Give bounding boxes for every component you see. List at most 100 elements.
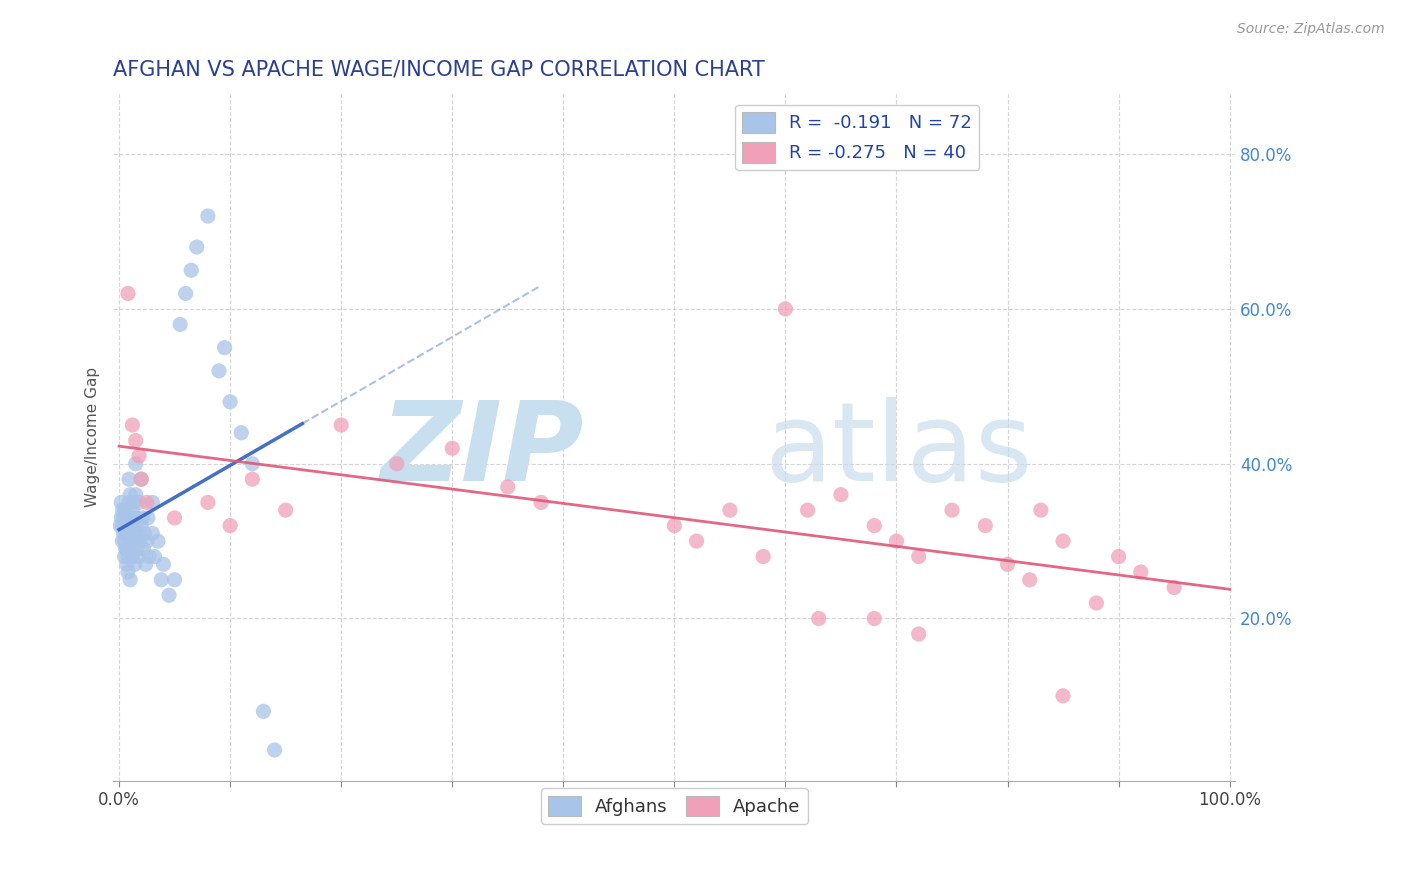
- Point: [134, 526, 156, 541]
- Y-axis label: Wage/Income Gap: Wage/Income Gap: [86, 367, 100, 507]
- Point: [122, 534, 145, 549]
- Point: [1052, 689, 1074, 703]
- Point: [111, 503, 134, 517]
- Point: [141, 495, 163, 509]
- Point: [118, 495, 141, 509]
- Point: [974, 518, 997, 533]
- Point: [115, 541, 138, 556]
- Point: [135, 495, 157, 509]
- Point: [197, 495, 219, 509]
- Point: [907, 549, 929, 564]
- Point: [941, 503, 963, 517]
- Point: [796, 503, 818, 517]
- Point: [121, 503, 143, 517]
- Point: [186, 240, 208, 254]
- Point: [685, 534, 707, 549]
- Point: [231, 425, 253, 440]
- Legend: Afghans, Apache: Afghans, Apache: [541, 789, 807, 823]
- Point: [1029, 503, 1052, 517]
- Point: [132, 541, 155, 556]
- Point: [129, 534, 152, 549]
- Point: [219, 518, 242, 533]
- Point: [1129, 565, 1152, 579]
- Point: [385, 457, 408, 471]
- Point: [121, 549, 143, 564]
- Point: [125, 434, 148, 448]
- Point: [664, 518, 686, 533]
- Point: [125, 457, 148, 471]
- Point: [441, 442, 464, 456]
- Point: [208, 364, 231, 378]
- Point: [163, 511, 186, 525]
- Point: [125, 541, 148, 556]
- Point: [120, 518, 142, 533]
- Point: [108, 518, 131, 533]
- Text: Source: ZipAtlas.com: Source: ZipAtlas.com: [1237, 22, 1385, 37]
- Point: [219, 394, 242, 409]
- Point: [110, 495, 132, 509]
- Point: [127, 526, 149, 541]
- Point: [114, 549, 136, 564]
- Point: [252, 704, 274, 718]
- Point: [124, 518, 146, 533]
- Text: ZIP: ZIP: [381, 397, 585, 504]
- Point: [146, 534, 169, 549]
- Point: [138, 549, 160, 564]
- Point: [129, 472, 152, 486]
- Point: [129, 518, 152, 533]
- Point: [131, 511, 153, 525]
- Point: [997, 558, 1019, 572]
- Point: [114, 534, 136, 549]
- Point: [330, 417, 353, 432]
- Point: [111, 518, 134, 533]
- Point: [240, 472, 263, 486]
- Point: [163, 573, 186, 587]
- Point: [114, 511, 136, 525]
- Point: [150, 573, 173, 587]
- Point: [180, 263, 202, 277]
- Point: [263, 743, 285, 757]
- Point: [120, 511, 142, 525]
- Point: [907, 627, 929, 641]
- Point: [169, 318, 191, 332]
- Point: [117, 565, 139, 579]
- Point: [111, 534, 134, 549]
- Point: [121, 417, 143, 432]
- Point: [152, 558, 174, 572]
- Point: [1108, 549, 1130, 564]
- Point: [112, 526, 135, 541]
- Point: [128, 449, 150, 463]
- Point: [118, 472, 141, 486]
- Point: [863, 518, 886, 533]
- Point: [128, 495, 150, 509]
- Point: [496, 480, 519, 494]
- Point: [114, 526, 136, 541]
- Point: [141, 526, 163, 541]
- Point: [135, 558, 157, 572]
- Text: atlas: atlas: [763, 397, 1032, 504]
- Point: [1052, 534, 1074, 549]
- Point: [117, 526, 139, 541]
- Point: [117, 286, 139, 301]
- Point: [128, 549, 150, 564]
- Point: [135, 534, 157, 549]
- Point: [114, 503, 136, 517]
- Point: [114, 541, 136, 556]
- Point: [1163, 581, 1185, 595]
- Point: [120, 541, 142, 556]
- Point: [125, 488, 148, 502]
- Point: [1085, 596, 1108, 610]
- Point: [117, 549, 139, 564]
- Point: [863, 611, 886, 625]
- Point: [240, 457, 263, 471]
- Text: AFGHAN VS APACHE WAGE/INCOME GAP CORRELATION CHART: AFGHAN VS APACHE WAGE/INCOME GAP CORRELA…: [114, 60, 765, 79]
- Point: [136, 511, 159, 525]
- Point: [121, 526, 143, 541]
- Point: [718, 503, 741, 517]
- Point: [274, 503, 297, 517]
- Point: [115, 558, 138, 572]
- Point: [174, 286, 197, 301]
- Point: [1018, 573, 1040, 587]
- Point: [143, 549, 166, 564]
- Point: [129, 472, 152, 486]
